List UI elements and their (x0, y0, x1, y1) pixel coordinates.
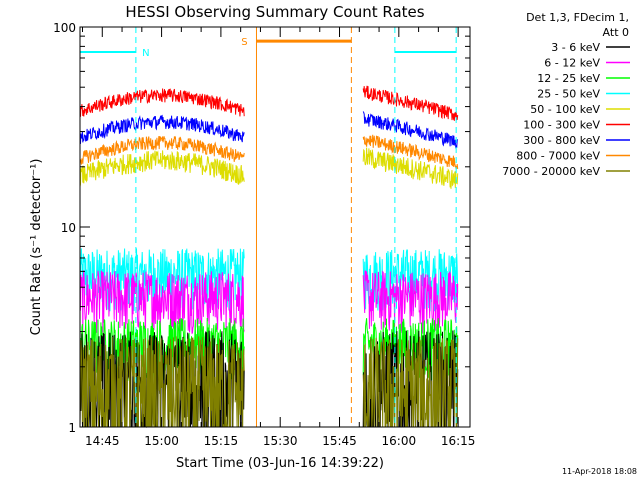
data-layer (79, 85, 459, 428)
x-axis-label: Start Time (03-Jun-16 14:39:22) (176, 456, 384, 471)
axis-layer: 1 10 100 14:45 15:00 15:15 15:30 15:45 16:00 16:1… (53, 21, 475, 448)
legend-label-6: 100 - 300 keV (523, 119, 600, 132)
legend-label-4: 25 - 50 keV (537, 88, 600, 101)
x-tick-label: 16:15 (441, 434, 476, 448)
series-trace-9 (362, 336, 459, 428)
legend-label-1: 3 - 6 keV (551, 41, 600, 54)
series-trace-7 (79, 114, 245, 144)
x-tick-label: 15:45 (322, 434, 357, 448)
series-trace-8 (362, 134, 459, 170)
legend-label-5: 50 - 100 keV (530, 103, 600, 116)
legend-label-9: 7000 - 20000 keV (502, 165, 600, 178)
x-tick-label: 15:30 (263, 434, 298, 448)
legend-label-8: 800 - 7000 keV (516, 150, 600, 163)
flag-label: N (142, 48, 149, 59)
series-trace-5 (79, 150, 245, 187)
series-trace-6 (362, 85, 459, 121)
series-trace-5 (362, 147, 459, 189)
y-tick-label: 100 (53, 21, 76, 35)
legend-label-2: 6 - 12 keV (544, 57, 600, 70)
series-trace-7 (362, 111, 459, 149)
y-axis-label: Count Rate (s⁻¹ detector⁻¹) (29, 159, 44, 336)
series-trace-2 (79, 270, 245, 336)
legend-label-3: 12 - 25 keV (537, 72, 600, 85)
series-trace-9 (79, 336, 245, 428)
x-tick-label: 15:15 (204, 434, 239, 448)
series-trace-8 (79, 135, 245, 165)
flag-label: S (241, 37, 247, 48)
x-tick-label: 14:45 (85, 434, 120, 448)
y-tick-label: 1 (68, 421, 76, 435)
x-tick-label: 16:00 (382, 434, 417, 448)
date-stamp: 11-Apr-2018 18:08 (562, 467, 637, 476)
series-trace-4 (79, 248, 245, 312)
legend-subtitle: Att 0 (603, 26, 629, 39)
legend-title: Det 1,3, FDecim 1, (526, 11, 629, 24)
x-tick-label: 15:00 (144, 434, 179, 448)
legend: 3 - 6 keV 6 - 12 keV 12 - 25 keV 25 - 50 ke… (502, 41, 630, 178)
y-tick-label: 10 (61, 221, 76, 235)
series-trace-2 (362, 270, 459, 334)
chart-title: HESSI Observing Summary Count Rates (125, 3, 424, 21)
legend-label-7: 300 - 800 keV (523, 134, 600, 147)
series-trace-6 (79, 88, 245, 117)
